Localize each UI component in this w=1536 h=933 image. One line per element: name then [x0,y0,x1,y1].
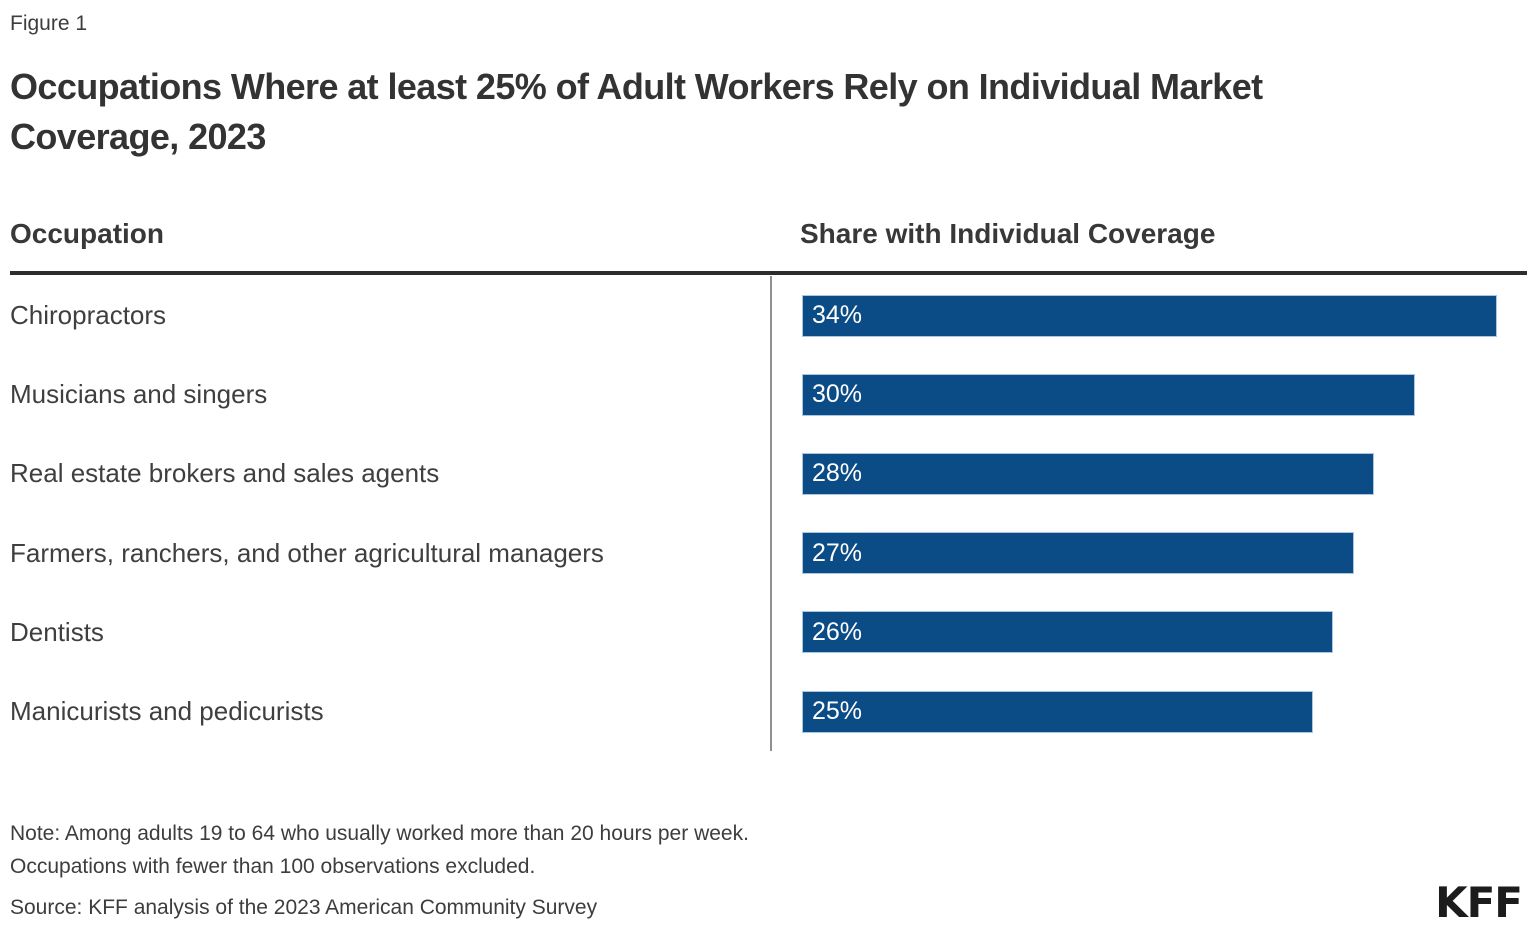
occupation-label: Musicians and singers [10,379,268,410]
column-header-share: Share with Individual Coverage [800,218,1216,249]
table-row: Real estate brokers and sales agents 28% [0,434,1536,514]
source-line: Source: KFF analysis of the 2023 America… [10,896,598,919]
table-row: Manicurists and pedicurists 25% [0,671,1536,752]
bar-value-label: 30% [812,380,863,409]
bar-value-label: 25% [812,697,863,726]
bar-value-label: 26% [812,617,863,646]
bar: 25% [802,690,1313,733]
page-title: Occupations Where at least 25% of Adult … [10,62,1263,162]
figure-label: Figure 1 [10,12,88,35]
bar: 26% [802,611,1334,654]
note-line-2: Occupations with fewer than 100 observat… [10,855,536,878]
bar-cell: 27% [770,513,1536,593]
bar: 30% [802,373,1416,416]
notes-block: Note: Among adults 19 to 64 who usually … [10,817,749,924]
header-rule [10,271,1527,275]
bar-value-label: 34% [812,301,863,330]
bar: 34% [802,294,1497,337]
occupation-label: Dentists [10,616,104,647]
bar-cell: 34% [770,276,1536,356]
table-row: Farmers, ranchers, and other agricultura… [0,513,1536,593]
kff-logo: KFF [1435,878,1523,927]
column-headers: Occupation Share with Individual Coverag… [0,218,1536,254]
occupation-label: Farmers, ranchers, and other agricultura… [10,537,604,568]
table-row: Musicians and singers 30% [0,355,1536,435]
page-title-line-1: Occupations Where at least 25% of Adult … [10,66,1263,107]
occupation-label: Manicurists and pedicurists [10,696,324,727]
table-row: Dentists 26% [0,592,1536,672]
bar-value-label: 27% [812,538,863,567]
page-title-line-2: Coverage, 2023 [10,116,266,157]
occupation-label: Chiropractors [10,300,167,331]
bar-cell: 30% [770,355,1536,435]
column-header-occupation: Occupation [10,218,165,249]
bar: 27% [802,532,1354,575]
bar-chart: Chiropractors 34% Musicians and singers 30%… [0,276,1536,752]
table-row: Chiropractors 34% [0,276,1536,356]
bar-cell: 28% [770,434,1536,514]
bar: 28% [802,452,1375,495]
note-line-1: Note: Among adults 19 to 64 who usually … [10,822,749,845]
bar-value-label: 28% [812,459,863,488]
bar-cell: 25% [770,671,1536,752]
occupation-label: Real estate brokers and sales agents [10,458,440,489]
bar-cell: 26% [770,592,1536,672]
